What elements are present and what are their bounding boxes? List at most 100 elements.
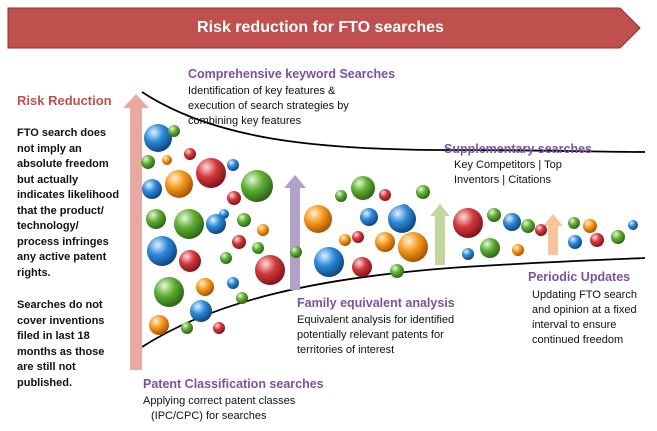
bubble-blue: [227, 277, 239, 289]
bubble-blue: [388, 205, 416, 233]
patent-bubbles: [141, 124, 638, 335]
bubble-blue: [227, 159, 239, 171]
bubble-red: [179, 250, 201, 272]
bubble-red: [352, 231, 364, 243]
keyword-searches-heading: Comprehensive keyword Searches: [188, 67, 396, 81]
bubble-red: [213, 322, 225, 334]
bubble-green: [611, 230, 625, 244]
bubble-green: [181, 322, 193, 334]
bubble-orange: [162, 155, 172, 165]
periodic-updates-text: Updating FTO search and opinion at a fix…: [532, 288, 637, 348]
periodic-line: interval to ensure: [532, 319, 617, 331]
bubble-blue: [462, 248, 474, 260]
bubble-blue: [144, 124, 172, 152]
family-line: potentially relevant patents for: [297, 329, 444, 341]
bubble-red: [352, 257, 372, 277]
risk-paragraph-2: Searches do not cover inventions filed i…: [17, 298, 139, 391]
bubble-green: [154, 277, 184, 307]
bubble-green: [236, 292, 248, 304]
bubble-green: [141, 155, 155, 169]
periodic-line: and opinion at a fixed: [532, 304, 637, 316]
risk-p1-line: but actually: [17, 173, 79, 186]
bubble-orange: [149, 315, 169, 335]
risk-p2-line: months as those: [17, 345, 105, 358]
bubble-green: [252, 242, 264, 254]
risk-p2-line: cover inventions: [17, 314, 105, 327]
risk-p1-line: process infringes: [17, 235, 109, 248]
title-banner: [7, 7, 641, 49]
bubble-red: [184, 148, 196, 160]
family-line: territories of interest: [297, 344, 395, 356]
bubble-green: [241, 170, 273, 202]
bubble-red: [255, 255, 285, 285]
bubble-blue: [503, 213, 521, 231]
risk-p1-line: technology/: [17, 220, 79, 232]
bubble-orange: [196, 278, 214, 296]
classification-searches-heading: Patent Classification searches: [143, 377, 324, 391]
bubble-blue: [206, 214, 226, 234]
bubble-orange: [375, 232, 395, 252]
bubble-blue: [360, 208, 378, 226]
risk-p2-line: published.: [17, 376, 72, 389]
bubble-green: [290, 246, 302, 258]
periodic-line: Updating FTO search: [532, 289, 637, 301]
supplementary-line: Inventors | Citations: [454, 174, 552, 186]
bubble-orange: [583, 219, 597, 233]
bubble-green: [351, 176, 375, 200]
keyword-line: combining key features: [188, 115, 302, 127]
bubble-green: [416, 185, 430, 199]
classification-line: Applying correct patent classes: [143, 395, 296, 407]
bubble-blue: [142, 179, 162, 199]
bubble-orange: [304, 205, 332, 233]
bubble-green: [168, 125, 180, 137]
banner-title: Risk reduction for FTO searches: [197, 19, 444, 36]
bubble-blue: [628, 220, 638, 230]
bubble-red: [535, 224, 547, 236]
funnel-top-curve: [141, 91, 646, 153]
arrow-orange: [543, 214, 563, 255]
bubble-green: [390, 264, 404, 278]
bubble-orange: [512, 244, 524, 256]
risk-p1-line: indicates likelihood: [17, 189, 120, 201]
risk-p2-line: are still not: [17, 361, 76, 373]
classification-searches-text: Applying correct patent classes (IPC/CPC…: [143, 394, 295, 424]
risk-reduction-heading: Risk Reduction: [17, 93, 112, 108]
periodic-line: continued freedom: [532, 334, 624, 346]
supplementary-searches-heading: Supplementary searches: [444, 142, 592, 156]
bubble-blue: [314, 247, 344, 277]
keyword-searches-text: Identification of key features & executi…: [188, 84, 349, 129]
classification-line: (IPC/CPC) for searches: [151, 410, 267, 422]
risk-p1-line: rights.: [17, 266, 51, 279]
periodic-updates-heading: Periodic Updates: [528, 270, 631, 284]
risk-p1-line: any active patent: [17, 251, 107, 263]
family-equivalent-text: Equivalent analysis for identified poten…: [297, 313, 454, 358]
bubble-green: [146, 209, 166, 229]
bubble-green: [335, 190, 347, 202]
bubble-green: [220, 252, 232, 264]
family-equivalent-heading: Family equivalent analysis: [297, 296, 455, 310]
keyword-line: Identification of key features &: [188, 85, 336, 97]
bubble-orange: [165, 170, 193, 198]
risk-p1-line: absolute freedom: [17, 158, 109, 170]
bubble-orange: [398, 232, 428, 262]
supplementary-line: Key Competitors | Top: [454, 159, 562, 171]
bubble-green: [521, 219, 535, 233]
risk-p2-line: Searches do not: [17, 299, 103, 311]
arrow-red: [123, 94, 149, 370]
bubble-red: [196, 158, 226, 188]
family-line: Equivalent analysis for identified: [297, 314, 455, 326]
bubble-blue: [568, 235, 582, 249]
risk-p1-line: not imply an: [17, 142, 82, 155]
supplementary-searches-text: Key Competitors | Top Inventors | Citati…: [454, 158, 562, 188]
bubble-red: [232, 235, 246, 249]
arrow-green: [430, 204, 450, 265]
bubble-green: [174, 209, 204, 239]
bubble-green: [237, 213, 251, 227]
bubble-green: [480, 238, 500, 258]
bubble-red: [227, 191, 241, 205]
risk-paragraph-1: FTO search does not imply an absolute fr…: [17, 126, 139, 281]
bubble-green: [487, 208, 501, 222]
keyword-line: execution of search strategies by: [188, 100, 349, 112]
bubble-blue: [190, 300, 212, 322]
